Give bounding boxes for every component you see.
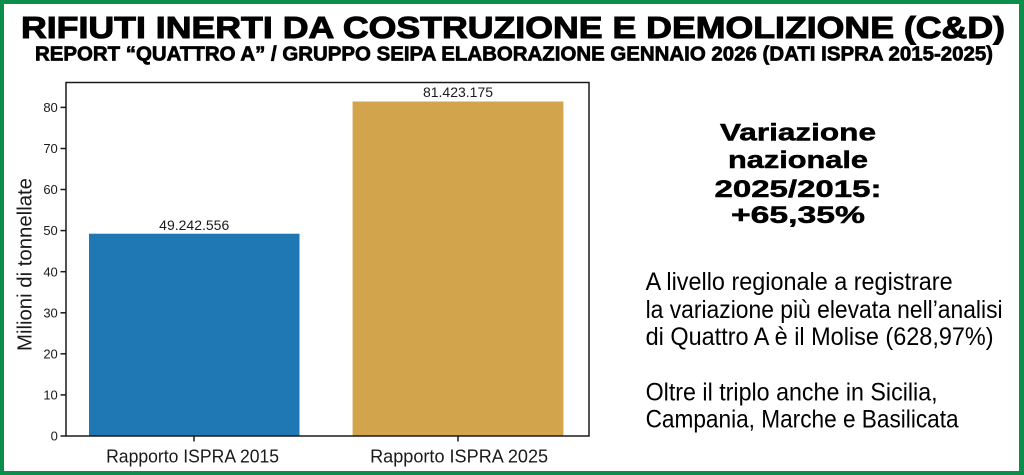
svg-text:Variazione: Variazione <box>720 120 876 147</box>
svg-text:20: 20 <box>43 346 57 361</box>
svg-text:50: 50 <box>43 223 57 238</box>
svg-text:Rapporto ISPRA 2015: Rapporto ISPRA 2015 <box>106 447 279 467</box>
svg-text:2025/2015:: 2025/2015: <box>715 176 882 203</box>
svg-text:10: 10 <box>43 388 57 403</box>
svg-text:0: 0 <box>51 429 58 444</box>
svg-text:70: 70 <box>43 141 57 156</box>
svg-text:la variazione più elevata nell: la variazione più elevata nell’analisi <box>646 296 1003 324</box>
svg-text:Campania, Marche e Basilicata: Campania, Marche e Basilicata <box>646 405 959 433</box>
svg-text:40: 40 <box>43 264 57 279</box>
svg-text:Oltre il triplo anche in Sicil: Oltre il triplo anche in Sicilia, <box>646 378 938 406</box>
svg-text:60: 60 <box>43 182 57 197</box>
svg-text:A livello regionale a registra: A livello regionale a registrare <box>646 268 953 296</box>
svg-text:Rapporto ISPRA 2025: Rapporto ISPRA 2025 <box>370 447 548 467</box>
svg-text:RIFIUTI INERTI DA COSTRUZIONE: RIFIUTI INERTI DA COSTRUZIONE E DEMOLIZI… <box>21 10 1005 45</box>
svg-text:+65,35%: +65,35% <box>731 202 865 229</box>
svg-text:30: 30 <box>43 305 57 320</box>
svg-text:REPORT “QUATTRO A” / GRUPPO SE: REPORT “QUATTRO A” / GRUPPO SEIPA ELABOR… <box>35 44 993 66</box>
svg-text:Milioni di tonnellate: Milioni di tonnellate <box>15 178 37 351</box>
svg-text:nazionale: nazionale <box>728 147 868 174</box>
svg-text:81.423.175: 81.423.175 <box>423 84 493 100</box>
svg-text:80: 80 <box>43 100 57 115</box>
svg-text:di Quattro A è il Molise (628,: di Quattro A è il Molise (628,97%) <box>646 323 994 351</box>
svg-text:49.242.556: 49.242.556 <box>159 217 229 233</box>
